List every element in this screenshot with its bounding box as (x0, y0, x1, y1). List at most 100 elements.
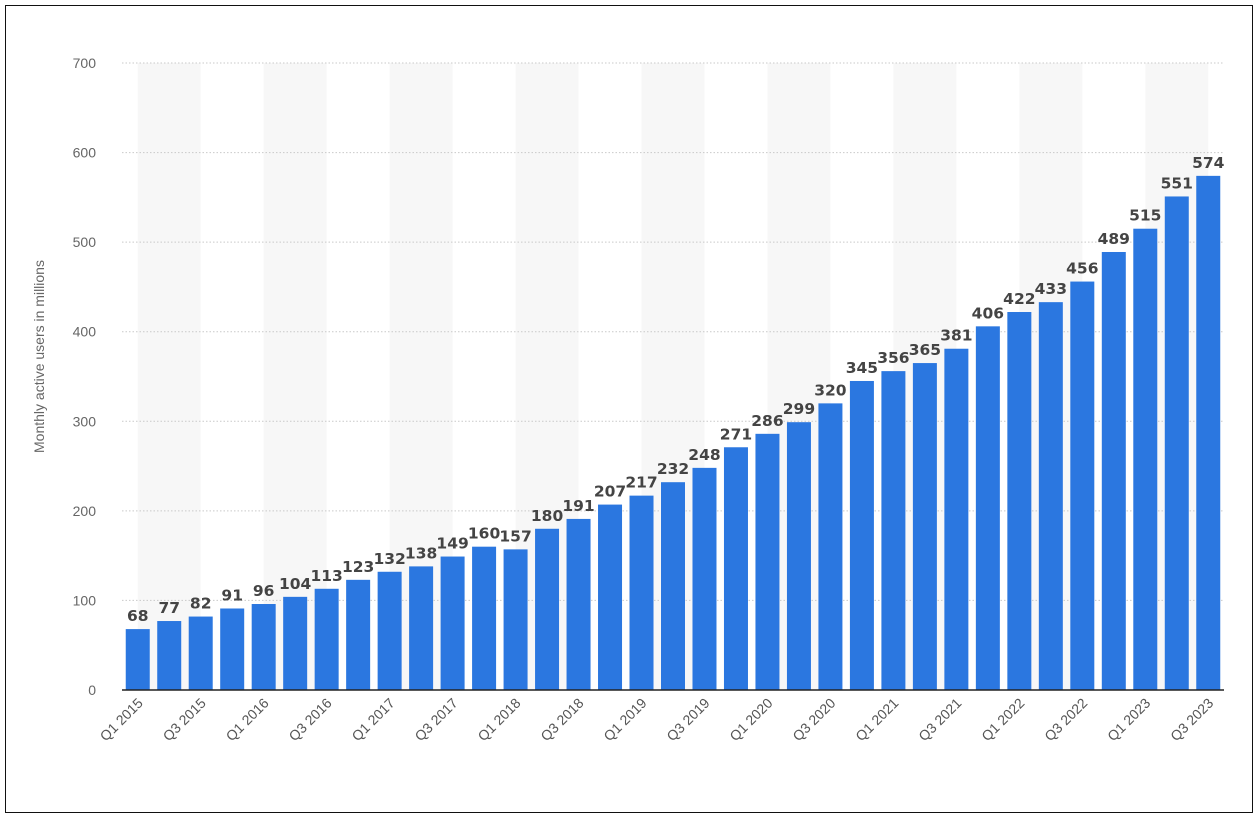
data-label: 456 (1066, 260, 1098, 278)
bar (944, 348, 969, 690)
bar (1133, 228, 1158, 690)
data-label: 123 (342, 558, 374, 576)
y-tick-label: 400 (73, 324, 97, 340)
x-tick-label: Q1 2023 (1104, 695, 1153, 744)
data-label: 96 (253, 582, 275, 600)
bar (1164, 196, 1189, 690)
bar (535, 528, 560, 690)
data-label: 157 (499, 527, 531, 545)
y-tick-label: 100 (73, 592, 97, 608)
bar (157, 621, 182, 690)
bar (629, 495, 654, 690)
data-label: 132 (373, 550, 405, 568)
bar (1070, 281, 1095, 690)
x-tick-label: Q3 2021 (915, 695, 964, 744)
y-axis-label: Monthly active users in millions (31, 260, 47, 453)
data-label: 365 (909, 341, 941, 359)
data-label: 515 (1129, 207, 1161, 225)
bar (849, 380, 874, 690)
bar (755, 433, 780, 690)
bar (409, 566, 434, 690)
data-label: 149 (436, 535, 468, 553)
bar (786, 422, 811, 690)
bar (503, 549, 528, 690)
background-band (263, 63, 327, 690)
background-band (137, 63, 201, 690)
bar (440, 556, 465, 690)
bar (125, 629, 150, 690)
data-label: 217 (625, 474, 657, 492)
data-label: 433 (1035, 280, 1067, 298)
x-tick-label: Q3 2017 (411, 695, 460, 744)
y-tick-label: 500 (73, 234, 97, 250)
y-tick-label: 0 (88, 682, 96, 698)
x-tick-label: Q3 2023 (1167, 695, 1216, 744)
data-label: 82 (190, 595, 212, 613)
bar (220, 608, 245, 690)
bar (1007, 312, 1032, 690)
bar (661, 482, 685, 690)
x-tick-label: Q1 2018 (474, 695, 523, 744)
data-label: 422 (1003, 290, 1035, 308)
data-label: 299 (783, 400, 815, 418)
data-label: 207 (594, 483, 626, 501)
data-label: 551 (1161, 174, 1193, 192)
data-label: 104 (279, 575, 312, 593)
bar (818, 403, 843, 690)
data-label: 286 (751, 412, 783, 430)
bar (1101, 251, 1126, 690)
y-axis-ticks: 0 100 200 300 400 500 600 700 (73, 55, 97, 698)
data-label: 356 (877, 349, 909, 367)
y-tick-label: 700 (73, 55, 97, 71)
bar (472, 546, 497, 690)
data-label: 113 (310, 567, 342, 585)
x-tick-label: Q1 2017 (348, 695, 397, 744)
x-tick-label: Q3 2022 (1041, 695, 1090, 744)
bar (566, 518, 591, 690)
y-tick-label: 300 (73, 413, 97, 429)
data-label: 381 (940, 327, 972, 345)
bar (188, 616, 213, 690)
data-label: 248 (688, 446, 720, 464)
x-tick-label: Q1 2015 (97, 695, 146, 744)
y-tick-label: 600 (73, 145, 97, 161)
bar (881, 371, 906, 690)
bar (1196, 175, 1221, 691)
data-label: 77 (158, 599, 180, 617)
data-label: 271 (720, 425, 752, 443)
bar (377, 571, 402, 690)
x-tick-label: Q3 2018 (537, 695, 586, 744)
data-label: 489 (1098, 230, 1130, 248)
data-label: 138 (405, 544, 437, 562)
data-label: 574 (1192, 154, 1225, 172)
data-label: 320 (814, 381, 847, 399)
x-tick-label: Q3 2016 (285, 695, 334, 744)
data-label: 180 (531, 507, 564, 525)
x-tick-label: Q1 2020 (726, 695, 775, 744)
bar (692, 467, 717, 690)
bar (314, 588, 339, 690)
bar (251, 604, 276, 690)
data-label: 68 (127, 607, 149, 625)
bar (975, 326, 1000, 690)
chart-frame: 0 100 200 300 400 500 600 700 68 77 82 91 96 104 113 1… (5, 5, 1253, 813)
data-label: 232 (657, 460, 689, 478)
data-label: 91 (221, 586, 243, 604)
x-tick-label: Q1 2019 (600, 695, 649, 744)
data-label: 160 (468, 525, 501, 543)
data-label: 191 (562, 497, 594, 515)
bar (598, 504, 623, 690)
x-tick-label: Q1 2016 (223, 695, 272, 744)
x-tick-label: Q3 2020 (789, 695, 838, 744)
y-tick-label: 200 (73, 503, 97, 519)
bar (723, 447, 748, 690)
bar (283, 596, 308, 690)
bar (1038, 302, 1063, 690)
x-tick-label: Q1 2022 (978, 695, 1027, 744)
x-axis-ticks: Q1 2015 Q3 2015 Q1 2016 Q3 2016 Q1 2017 Q3 20… (97, 695, 1217, 744)
data-label: 406 (972, 304, 1004, 322)
x-tick-label: Q3 2019 (663, 695, 712, 744)
data-label: 345 (846, 359, 878, 377)
bar (346, 579, 371, 690)
